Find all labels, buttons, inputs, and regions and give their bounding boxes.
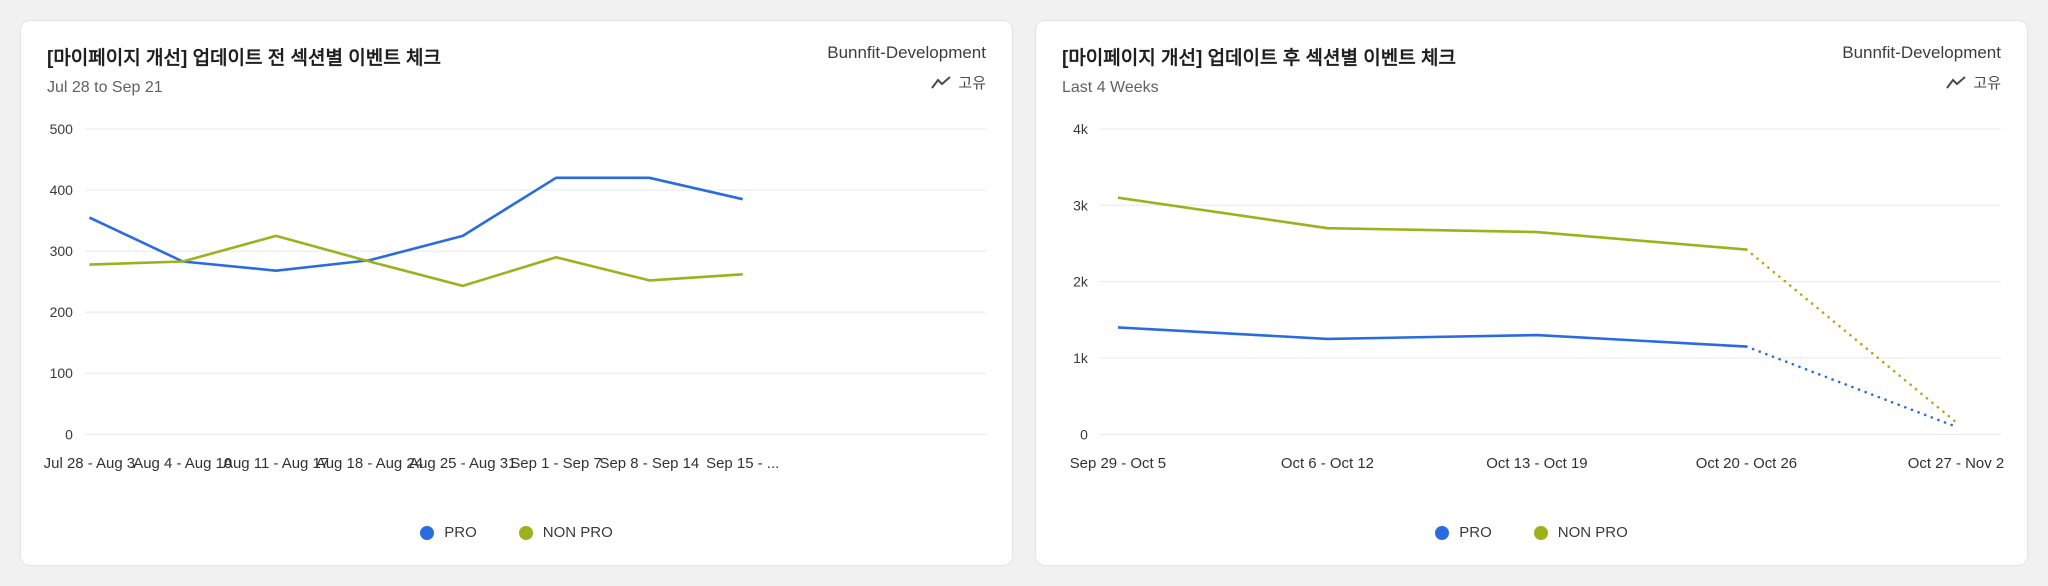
metric-type-label: 고유 bbox=[1973, 75, 2001, 92]
x-tick-label: Oct 13 - Oct 19 bbox=[1486, 455, 1587, 472]
x-tick-label: Aug 25 - Aug 31 bbox=[409, 455, 516, 472]
legend-item-pro[interactable]: PRO bbox=[420, 524, 477, 541]
series-line-pro bbox=[88, 176, 744, 272]
y-tick-label: 400 bbox=[50, 182, 74, 198]
x-tick-label: Aug 11 - Aug 17 bbox=[223, 455, 329, 472]
chart-date-range: Last 4 Weeks bbox=[1062, 79, 1159, 96]
y-tick-label: 500 bbox=[50, 121, 74, 137]
metric-type-badge: 고유 bbox=[931, 72, 986, 93]
legend-label-pro: PRO bbox=[444, 524, 477, 542]
chart-card-after-update: [마이페이지 개선] 업데이트 후 섹션별 이벤트 체크 Last 4 Week… bbox=[1035, 20, 2028, 566]
line-chart-icon bbox=[931, 75, 952, 89]
line-chart[interactable]: 0 1k 2k 3k 4k Sep 29 - Oct 5 Oct 6 - Oct 12 Oct… bbox=[1056, 113, 2007, 512]
header-right: Bunnfit-Development 고유 bbox=[827, 43, 986, 93]
x-tick-label: Aug 4 - Aug 10 bbox=[133, 455, 232, 472]
chart-date-range: Jul 28 to Sep 21 bbox=[47, 79, 163, 96]
header-left: [마이페이지 개선] 업데이트 전 섹션별 이벤트 체크 Jul 28 to S… bbox=[47, 43, 441, 97]
x-tick-label: Oct 27 - Nov 2 bbox=[1908, 455, 2004, 472]
legend-item-nonpro[interactable]: NON PRO bbox=[518, 524, 613, 542]
chart-legend: PRO NON PRO bbox=[1056, 512, 2007, 547]
chart-card-before-update: [마이페이지 개선] 업데이트 전 섹션별 이벤트 체크 Jul 28 to S… bbox=[20, 20, 1013, 566]
legend-label-nonpro: NON PRO bbox=[542, 524, 613, 542]
series-line-dotted-pro bbox=[1745, 345, 1958, 428]
metric-type-label: 고유 bbox=[958, 75, 986, 92]
legend-item-pro[interactable]: PRO bbox=[1435, 524, 1492, 541]
x-tick-label: Sep 8 - Sep 14 bbox=[600, 455, 700, 472]
y-tick-label: 0 bbox=[1080, 426, 1088, 442]
header-right: Bunnfit-Development 고유 bbox=[1842, 43, 2001, 93]
legend-label-nonpro: NON PRO bbox=[1557, 524, 1628, 542]
x-tick-label: Oct 20 - Oct 26 bbox=[1696, 455, 1797, 472]
header-left: [마이페이지 개선] 업데이트 후 섹션별 이벤트 체크 Last 4 Week… bbox=[1062, 43, 1456, 97]
x-tick-label: Aug 18 - Aug 24 bbox=[316, 455, 423, 472]
workspace-label: Bunnfit-Development bbox=[827, 43, 986, 62]
y-tick-label: 3k bbox=[1073, 197, 1088, 213]
y-tick-label: 2k bbox=[1073, 274, 1088, 290]
chart-legend: PRO NON PRO bbox=[41, 512, 992, 547]
chart-card-header: [마이페이지 개선] 업데이트 전 섹션별 이벤트 체크 Jul 28 to S… bbox=[41, 43, 992, 97]
y-tick-label: 1k bbox=[1073, 350, 1088, 366]
x-tick-label: Sep 29 - Oct 5 bbox=[1070, 455, 1166, 472]
series-line-dotted-non-pro bbox=[1745, 248, 1958, 424]
chart-title[interactable]: [마이페이지 개선] 업데이트 후 섹션별 이벤트 체크 bbox=[1062, 48, 1456, 69]
series-line-non-pro bbox=[89, 234, 743, 288]
legend-dot-pro bbox=[420, 525, 435, 540]
legend-dot-nonpro bbox=[518, 525, 533, 540]
x-tick-label: Sep 15 - ... bbox=[706, 455, 779, 472]
y-tick-label: 300 bbox=[50, 243, 74, 259]
chart-title[interactable]: [마이페이지 개선] 업데이트 전 섹션별 이벤트 체크 bbox=[47, 48, 441, 69]
x-tick-label: Sep 1 - Sep 7 bbox=[510, 455, 601, 472]
y-tick-label: 100 bbox=[50, 365, 74, 381]
y-tick-label: 0 bbox=[65, 426, 73, 442]
x-tick-label: Jul 28 - Aug 3 bbox=[44, 455, 135, 472]
x-tick-label: Oct 6 - Oct 12 bbox=[1281, 455, 1374, 472]
series-line-non-pro bbox=[1117, 196, 1747, 251]
y-tick-label: 4k bbox=[1073, 121, 1088, 137]
line-chart-icon bbox=[1946, 75, 1967, 89]
metric-type-badge: 고유 bbox=[1946, 72, 2001, 93]
legend-item-nonpro[interactable]: NON PRO bbox=[1533, 524, 1628, 542]
legend-dot-pro bbox=[1435, 525, 1450, 540]
y-tick-label: 200 bbox=[50, 304, 74, 320]
legend-label-pro: PRO bbox=[1459, 524, 1492, 542]
workspace-label: Bunnfit-Development bbox=[1842, 43, 2001, 62]
chart-card-header: [마이페이지 개선] 업데이트 후 섹션별 이벤트 체크 Last 4 Week… bbox=[1056, 43, 2007, 97]
series-line-pro bbox=[1117, 326, 1747, 348]
legend-dot-nonpro bbox=[1533, 525, 1548, 540]
